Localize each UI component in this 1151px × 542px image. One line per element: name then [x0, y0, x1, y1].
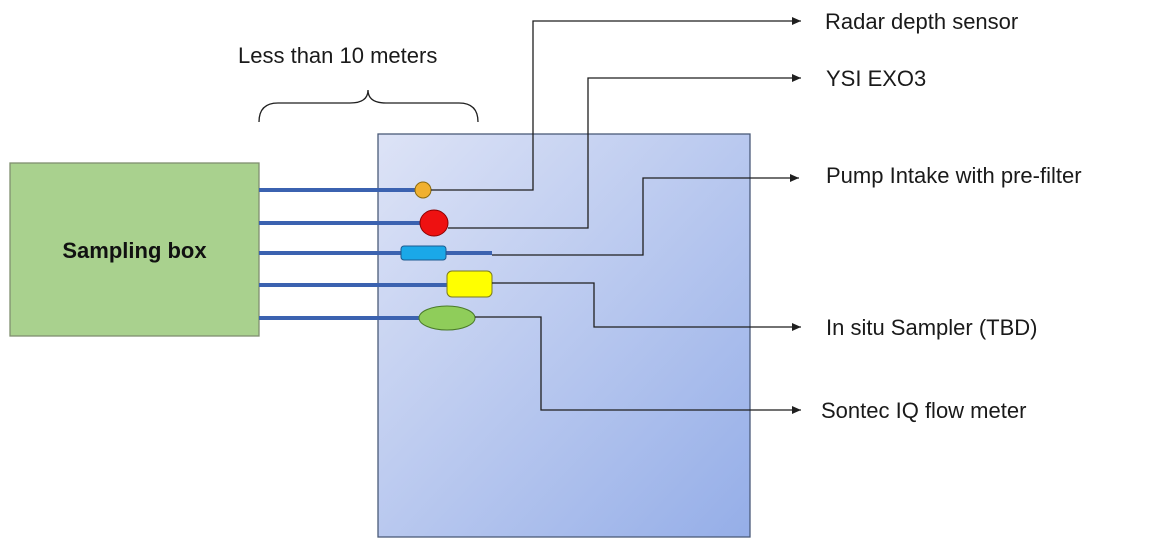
insitu-sampler-icon [446, 270, 493, 298]
insitu-sampler-label: In situ Sampler (TBD) [826, 315, 1038, 340]
leader-insitu-sampler [492, 282, 801, 331]
ysi-exo3-label: YSI EXO3 [826, 66, 926, 91]
water-area [377, 133, 751, 538]
distance-label: Less than 10 meters [238, 43, 437, 68]
radar-depth-sensor-label: Radar depth sensor [825, 9, 1018, 34]
leader-pump-intake [492, 174, 799, 256]
leader-radar [431, 17, 801, 191]
radar-depth-sensor-icon [414, 181, 432, 199]
leader-sontec [475, 316, 801, 414]
ysi-exo3-icon [419, 209, 449, 237]
sampling-box [9, 162, 260, 337]
sontec-flow-meter-label: Sontec IQ flow meter [821, 398, 1026, 423]
pump-intake-icon [400, 245, 447, 261]
sampling-box-label: Sampling box [62, 238, 207, 263]
sontec-flow-meter-icon [418, 305, 476, 331]
leader-ysi [448, 74, 801, 229]
pump-intake-label: Pump Intake with pre-filter [826, 163, 1082, 188]
distance-brace [258, 89, 479, 123]
